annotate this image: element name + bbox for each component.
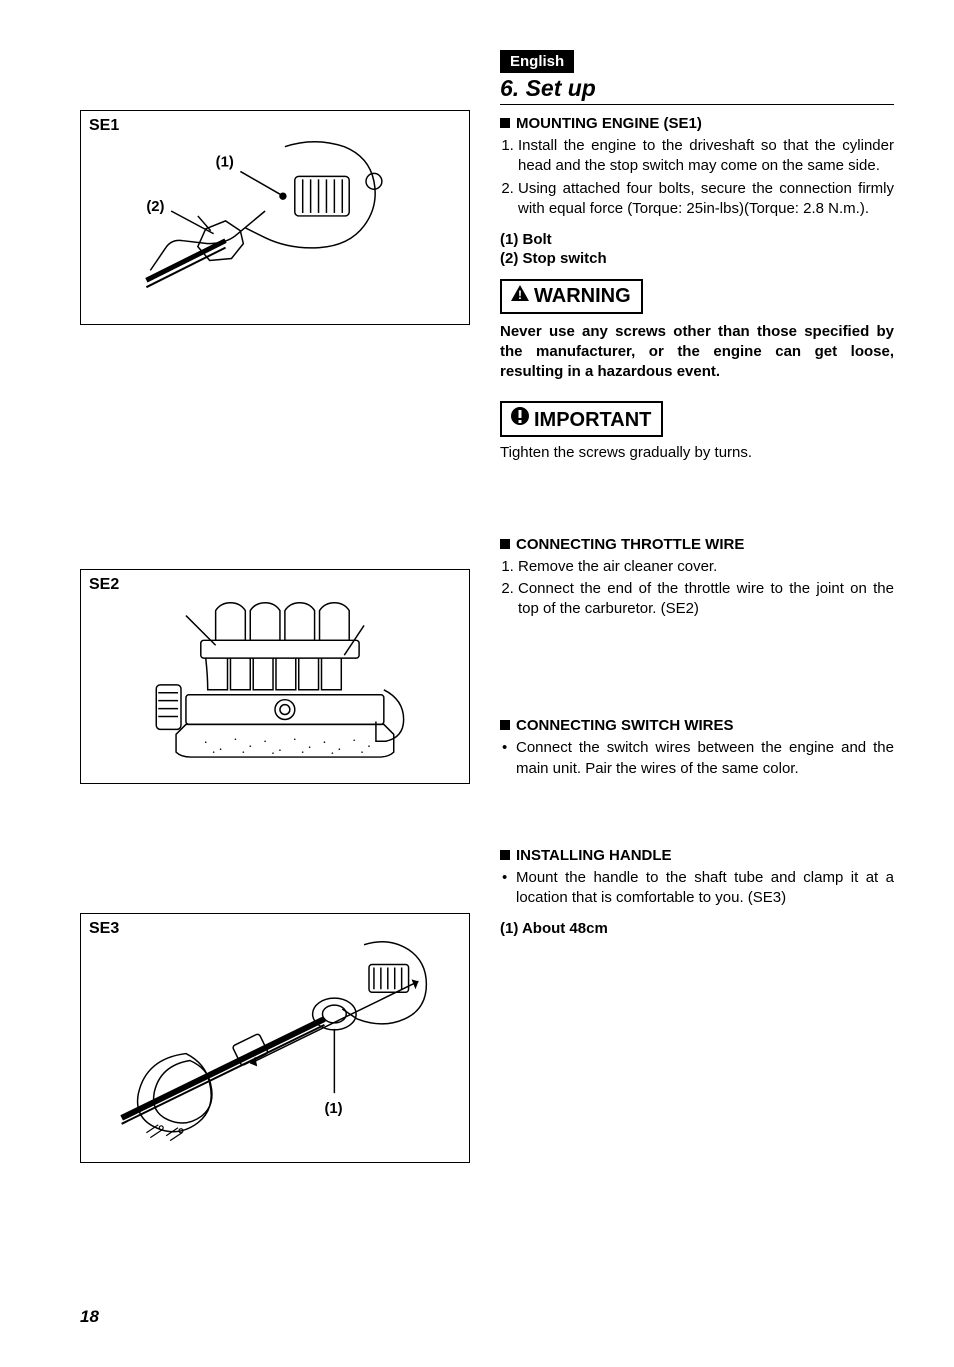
handle-heading: INSTALLING HANDLE	[500, 847, 894, 864]
warning-label: WARNING	[534, 285, 631, 307]
figure-se1-drawing: (1) (2)	[87, 117, 463, 315]
switchwires-heading: CONNECTING SWITCH WIRES	[500, 717, 894, 734]
handle-label-1: (1) About 48cm	[500, 920, 894, 937]
figure-se2-drawing	[87, 576, 463, 774]
bullet-square-icon	[500, 720, 510, 730]
mounting-heading: MOUNTING ENGINE (SE1)	[500, 115, 894, 132]
mounting-step-2: Using attached four bolts, secure the co…	[518, 179, 894, 220]
warning-box: ! WARNING	[500, 279, 643, 314]
language-tag: English	[500, 50, 574, 73]
throttle-heading: CONNECTING THROTTLE WIRE	[500, 536, 894, 553]
page: SE1	[0, 0, 954, 1367]
se3-callout-1: (1)	[324, 1101, 342, 1117]
important-circle-icon	[510, 406, 530, 429]
figure-se1-label: SE1	[89, 117, 119, 135]
mounting-label-1: (1) Bolt	[500, 231, 894, 248]
warning-triangle-icon: !	[510, 284, 530, 305]
page-number: 18	[80, 1307, 894, 1327]
figures-column: SE1	[80, 50, 470, 1187]
switchwires-list: Connect the switch wires between the eng…	[500, 738, 894, 779]
figure-se3-label: SE3	[89, 920, 119, 938]
throttle-step-1: Remove the air cleaner cover.	[518, 557, 894, 577]
mounting-label-2: (2) Stop switch	[500, 250, 894, 267]
bullet-square-icon	[500, 850, 510, 860]
figure-se1: SE1	[80, 110, 470, 325]
bullet-square-icon	[500, 539, 510, 549]
figure-se2-label: SE2	[89, 576, 119, 594]
mounting-step-1: Install the engine to the driveshaft so …	[518, 136, 894, 177]
throttle-step-2: Connect the end of the throttle wire to …	[518, 579, 894, 620]
warning-text: Never use any screws other than those sp…	[500, 322, 894, 383]
important-box: IMPORTANT	[500, 401, 663, 438]
handle-bullet: Mount the handle to the shaft tube and c…	[500, 868, 894, 909]
handle-list: Mount the handle to the shaft tube and c…	[500, 868, 894, 909]
figure-se2: SE2	[80, 569, 470, 784]
switchwires-bullet: Connect the switch wires between the eng…	[500, 738, 894, 779]
svg-text:!: !	[518, 288, 522, 302]
important-text: Tighten the screws gradually by turns.	[500, 443, 894, 463]
se1-callout-1: (1)	[216, 154, 234, 170]
se1-callout-2: (2)	[146, 199, 164, 215]
throttle-steps: Remove the air cleaner cover. Connect th…	[500, 557, 894, 620]
bullet-square-icon	[500, 118, 510, 128]
text-column: English 6. Set up MOUNTING ENGINE (SE1) …	[500, 50, 894, 1187]
figure-se3-drawing: (1)	[87, 920, 463, 1153]
figure-se3: SE3	[80, 913, 470, 1163]
important-label: IMPORTANT	[534, 408, 651, 430]
section-title: 6. Set up	[500, 75, 894, 105]
two-column-layout: SE1	[80, 50, 894, 1187]
mounting-steps: Install the engine to the driveshaft so …	[500, 136, 894, 219]
